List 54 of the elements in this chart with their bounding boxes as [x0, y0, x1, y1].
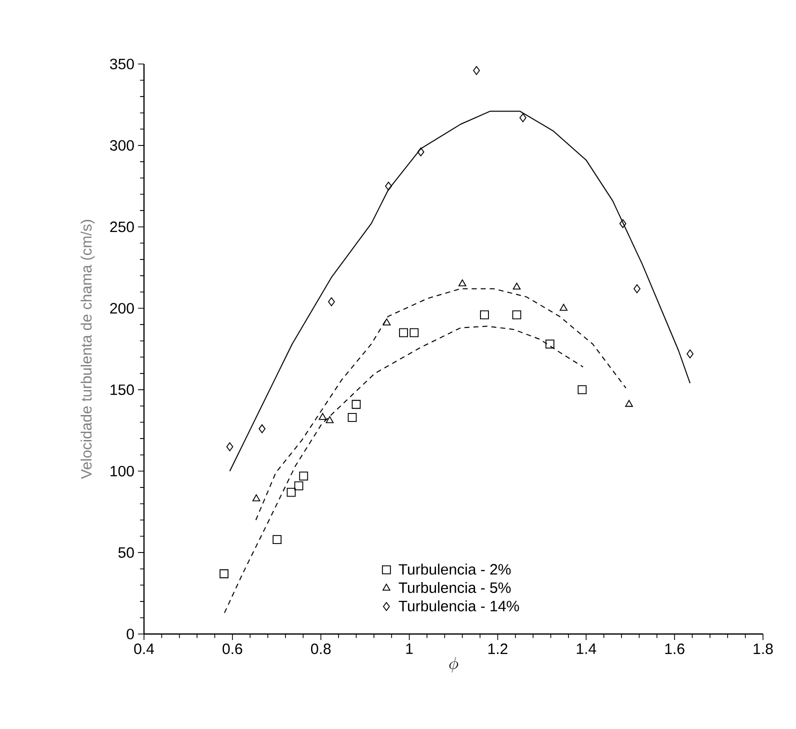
- point: [545, 340, 554, 349]
- point: [619, 219, 626, 228]
- y-tick-label: 150: [110, 384, 134, 396]
- point: [417, 147, 424, 156]
- point: [328, 297, 335, 306]
- y-axis-title: Velocidade turbulenta de chama (cm/s): [80, 220, 95, 480]
- x-tick-label: 0.4: [134, 644, 154, 654]
- x-tick-label: 1.6: [665, 644, 684, 654]
- point: [519, 113, 526, 122]
- point: [318, 412, 327, 420]
- point: [382, 318, 391, 326]
- y-tick-label: 300: [110, 140, 134, 151]
- y-tick-label: 350: [110, 58, 134, 70]
- point: [286, 488, 296, 497]
- point: [458, 279, 466, 286]
- point: [252, 494, 260, 502]
- point: [352, 400, 361, 409]
- point: [326, 416, 334, 424]
- legend-label: Turbulencia - 2%: [398, 564, 511, 575]
- y-tick-label: 250: [110, 222, 134, 232]
- y-tick-label: 50: [118, 547, 134, 558]
- line-series: [224, 326, 584, 614]
- legend-label: Turbulencia - 14%: [398, 600, 520, 612]
- point: [348, 412, 357, 422]
- x-tick-label: 0.6: [222, 644, 242, 654]
- x-tick-label: 1: [406, 644, 413, 654]
- point: [473, 66, 480, 75]
- point: [258, 424, 266, 434]
- y-tick-label: 200: [110, 302, 134, 314]
- x-tick-label: 0.8: [311, 644, 331, 654]
- y-tick-label: 100: [110, 466, 134, 476]
- y-tick-label: 0: [126, 628, 134, 640]
- point: [272, 535, 282, 544]
- point: [686, 349, 694, 358]
- point: [578, 385, 587, 394]
- point: [226, 442, 234, 452]
- point: [560, 304, 568, 311]
- point: [480, 310, 489, 320]
- point: [634, 284, 640, 294]
- x-tick-label: 1.4: [576, 644, 596, 654]
- x-tick-label: 1.8: [754, 644, 773, 654]
- x-tick-label: 1.2: [488, 644, 508, 654]
- point: [299, 472, 308, 480]
- x-axis-title: $\phi$: [449, 656, 458, 672]
- point: [512, 310, 522, 320]
- point: [385, 182, 392, 191]
- point: [294, 481, 304, 490]
- point: [220, 569, 228, 578]
- point: [512, 282, 521, 290]
- point: [625, 400, 633, 407]
- legend-label: Turbulencia - 5%: [398, 582, 511, 594]
- line-series: [229, 110, 691, 472]
- point: [410, 328, 419, 338]
- point: [399, 328, 408, 338]
